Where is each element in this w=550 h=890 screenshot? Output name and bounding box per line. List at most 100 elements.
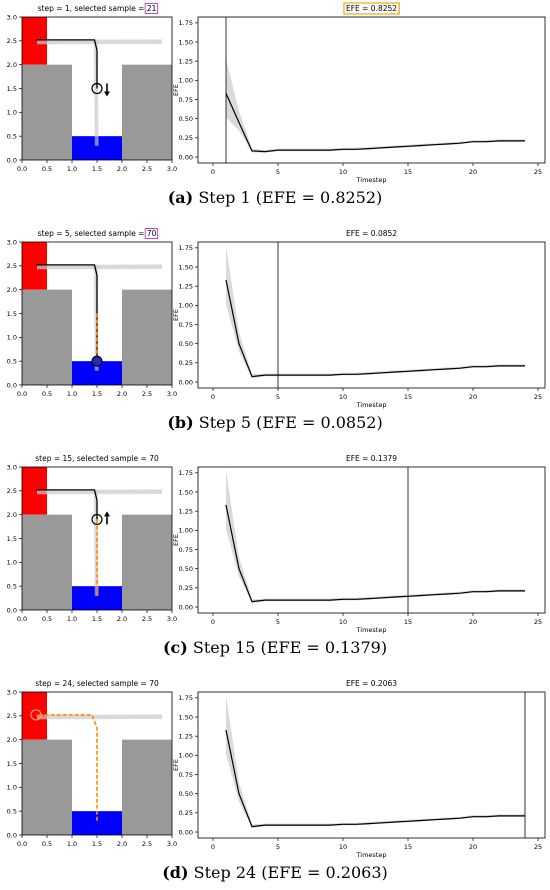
- env-x-tick-label: 2.5: [142, 615, 152, 623]
- efe-x-tick-label: 5: [276, 393, 280, 401]
- efe-sample-band: [226, 695, 525, 829]
- sample-trajectory: [36, 714, 163, 716]
- env-title-prefix: step = 5, selected sample =: [38, 229, 147, 238]
- env-y-tick-label: 2.5: [7, 37, 17, 45]
- efe-sample-band: [226, 245, 525, 379]
- efe-plot: 0 5 10 15 20 25 0.00 0.25 0.50 0.75 1.00 1.25 1.50 1.…: [172, 229, 546, 409]
- env-x-tick-label: 0.5: [42, 165, 52, 173]
- env-x-tick-label: 1.0: [67, 615, 77, 623]
- env-y-tick-label: 3.0: [7, 688, 17, 696]
- env-y-tick-label: 1.5: [7, 535, 17, 543]
- env-x-tick-label: 2.0: [117, 615, 127, 623]
- env-x-tick-label: 1.5: [92, 165, 102, 173]
- sample-trajectory: [36, 267, 163, 269]
- efe-x-tick-label: 0: [211, 843, 215, 851]
- env-title-prefix: step = 24, selected sample = 70: [35, 679, 159, 688]
- efe-y-tick-label: 0.75: [179, 321, 193, 329]
- env-y-tick-label: 3.0: [7, 13, 17, 21]
- efe-y-axis-label: EFE: [172, 759, 180, 771]
- agent-arrow-head: [104, 91, 110, 97]
- region-start: [72, 586, 122, 610]
- agent-marker: [91, 355, 103, 367]
- efe-plot: 0 5 10 15 20 25 0.00 0.25 0.50 0.75 1.00 1.25 1.50 1.…: [172, 679, 546, 859]
- efe-x-tick-label: 10: [339, 843, 347, 851]
- env-x-tick-label: 3.0: [167, 390, 177, 398]
- region-right-wall: [122, 64, 172, 160]
- env-x-tick-label: 0.5: [42, 840, 52, 848]
- env-y-tick-label: 1.5: [7, 760, 17, 768]
- efe-x-tick-label: 5: [276, 618, 280, 626]
- efe-y-tick-label: 1.00: [179, 77, 193, 85]
- panel-caption: (c) Step 15 (EFE = 0.1379): [0, 638, 550, 657]
- env-x-tick-label: 3.0: [167, 615, 177, 623]
- efe-x-tick-label: 10: [339, 618, 347, 626]
- efe-line: [225, 279, 525, 378]
- panel-caption-letter: (b): [167, 413, 194, 432]
- region-left-wall: [22, 64, 72, 160]
- sample-trajectory: [36, 715, 163, 718]
- env-title-prefix: step = 15, selected sample = 70: [35, 454, 159, 463]
- efe-y-tick-label: 0.25: [179, 134, 193, 142]
- efe-y-tick-label: 0.50: [179, 790, 193, 798]
- env-x-tick-label: 0.5: [42, 615, 52, 623]
- efe-y-axis-label: EFE: [172, 84, 180, 96]
- env-title-sample: 21: [147, 4, 157, 13]
- panel-caption: (d) Step 24 (EFE = 0.2063): [0, 863, 550, 882]
- env-plot: 0.0 0.5 1.0 1.5 2.0 2.5 3.0 0.0 0.5 1.0 1.5 2.0 2.5 3…: [7, 228, 177, 398]
- env-y-tick-label: 0.5: [7, 807, 17, 815]
- env-y-tick-label: 0.5: [7, 357, 17, 365]
- efe-title: EFE = 0.2063: [346, 679, 397, 688]
- env-y-tick-label: 2.5: [7, 712, 17, 720]
- sample-trajectory: [36, 41, 163, 43]
- efe-plot: 0 5 10 15 20 25 0.00 0.25 0.50 0.75 1.00 1.25 1.50 1.…: [172, 2, 546, 184]
- efe-sample-band: [226, 470, 525, 604]
- region-start: [72, 361, 122, 385]
- efe-y-tick-label: 1.75: [179, 244, 193, 252]
- efe-x-tick-label: 20: [469, 843, 477, 851]
- sample-trajectory: [94, 490, 97, 596]
- efe-y-tick-label: 0.75: [179, 771, 193, 779]
- region-right-wall: [122, 514, 172, 610]
- efe-x-tick-label: 25: [534, 168, 542, 176]
- env-x-tick-label: 2.0: [117, 840, 127, 848]
- panel-caption-letter: (c): [162, 638, 188, 657]
- efe-line: [225, 93, 525, 153]
- efe-x-tick-label: 5: [276, 168, 280, 176]
- efe-y-tick-label: 0.50: [179, 565, 193, 573]
- env-y-tick-label: 3.0: [7, 238, 17, 246]
- efe-x-tick-label: 15: [404, 618, 412, 626]
- efe-x-axis-label: Timestep: [356, 851, 387, 859]
- env-x-tick-label: 2.5: [142, 165, 152, 173]
- env-title: step = 1, selected sample = 21: [38, 4, 157, 13]
- efe-y-tick-label: 1.75: [179, 469, 193, 477]
- panel-2: 0.0 0.5 1.0 1.5 2.0 2.5 3.0 0.0 0.5 1.0 1.5 2.0 2.5 3…: [7, 228, 546, 409]
- efe-y-tick-label: 0.25: [179, 809, 193, 817]
- efe-y-tick-label: 0.75: [179, 546, 193, 554]
- sample-trajectory: [36, 266, 163, 268]
- efe-axes-frame: [197, 466, 546, 614]
- agent-marker: [91, 513, 103, 526]
- sample-trajectory: [93, 490, 96, 596]
- efe-y-tick-label: 1.25: [179, 732, 193, 740]
- efe-title: EFE = 0.0852: [346, 229, 397, 238]
- efe-x-axis-label: Timestep: [356, 626, 387, 634]
- env-y-tick-label: 0.0: [7, 381, 17, 389]
- efe-x-tick-label: 25: [534, 393, 542, 401]
- efe-y-tick-label: 0.25: [179, 584, 193, 592]
- agent-marker: [30, 709, 42, 721]
- efe-y-tick-label: 0.00: [179, 828, 193, 836]
- efe-x-axis-label: Timestep: [356, 401, 387, 409]
- sample-trajectory: [95, 490, 98, 596]
- panel-caption-text: Step 24 (EFE = 0.2063): [188, 863, 388, 882]
- env-y-tick-label: 1.0: [7, 334, 17, 342]
- sample-trajectory: [36, 40, 163, 43]
- env-title: step = 24, selected sample = 70: [35, 679, 159, 688]
- env-y-tick-label: 1.0: [7, 559, 17, 567]
- env-x-tick-label: 1.5: [92, 615, 102, 623]
- efe-y-tick-label: 0.25: [179, 359, 193, 367]
- env-y-tick-label: 1.0: [7, 784, 17, 792]
- efe-axes-frame: [197, 16, 546, 164]
- env-x-tick-label: 2.5: [142, 840, 152, 848]
- region-start: [72, 811, 122, 835]
- efe-title: EFE = 0.8252: [346, 4, 397, 13]
